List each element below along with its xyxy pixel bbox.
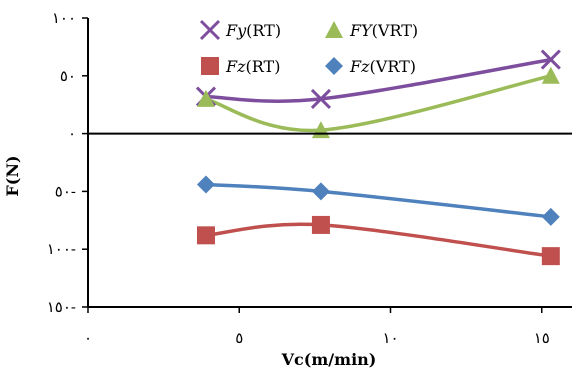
x-axis-title: Vc(m/min): [281, 350, 377, 369]
series-layer: [205, 57, 552, 258]
legend-marker-triangle: [325, 21, 343, 38]
data-point-triangle: [196, 89, 215, 107]
series-line-1: [205, 74, 552, 133]
data-point-square: [541, 247, 560, 266]
legend-label-italic: Fz: [225, 57, 246, 76]
data-point-x: [310, 88, 331, 109]
y-tick-label: ١٥٠-: [47, 298, 76, 316]
marker-layer: [195, 49, 561, 266]
data-point-x-stroke: [310, 88, 331, 109]
y-axis-title: F(N): [3, 155, 22, 196]
x-tick-label: ٠: [84, 329, 92, 347]
legend-label: Fy(RT): [225, 21, 281, 40]
legend-label-italic: Fy: [225, 21, 247, 40]
axis-layer: ١٠٠ ٥٠ ٠ ٥٠- ١٠٠- ١٥٠- ٠ ٥ ١٠ ١٥: [47, 9, 572, 347]
data-point-square: [311, 215, 330, 234]
x-tick-label: ١٠: [382, 329, 398, 347]
data-point-diamond: [311, 182, 330, 201]
legend-label: FY(VRT): [349, 21, 418, 40]
legend-label-rest: (RT): [246, 21, 281, 40]
legend-label-italic: Fz: [349, 57, 370, 76]
y-tick-label: ٥٠-: [55, 182, 76, 200]
data-point-square: [196, 226, 215, 245]
x-tick-label: ١٥: [534, 329, 550, 347]
y-tick-label: ٠: [68, 125, 76, 143]
data-point-x: [540, 49, 561, 70]
data-point-diamond: [196, 175, 215, 194]
legend-label-rest: (VRT): [370, 57, 416, 76]
legend-marker-diamond: [325, 57, 343, 75]
legend: Fy(RT) FY(VRT)Fz(RT) Fz(VRT): [199, 19, 418, 76]
legend-label-rest: (RT): [246, 57, 281, 76]
legend-marker-x: [199, 19, 221, 41]
y-tick-label: ٥٠: [60, 67, 76, 85]
x-tick-label: ٥: [235, 329, 243, 347]
legend-label-italic: FY: [349, 21, 373, 40]
series-line-3: [205, 182, 552, 219]
legend-label: Fz(RT): [225, 57, 280, 76]
series-line-0: [205, 57, 552, 103]
series-line-2: [205, 222, 552, 258]
data-point-triangle: [541, 66, 560, 84]
legend-marker-square: [201, 57, 219, 75]
data-point-diamond: [541, 207, 560, 226]
legend-label-rest: (VRT): [372, 21, 418, 40]
data-point-x-stroke: [540, 49, 561, 70]
y-tick-label: ١٠٠: [52, 9, 76, 27]
legend-marker-x-stroke: [199, 19, 221, 41]
y-tick-label: ١٠٠-: [47, 240, 76, 258]
legend-label: Fz(VRT): [349, 57, 416, 76]
